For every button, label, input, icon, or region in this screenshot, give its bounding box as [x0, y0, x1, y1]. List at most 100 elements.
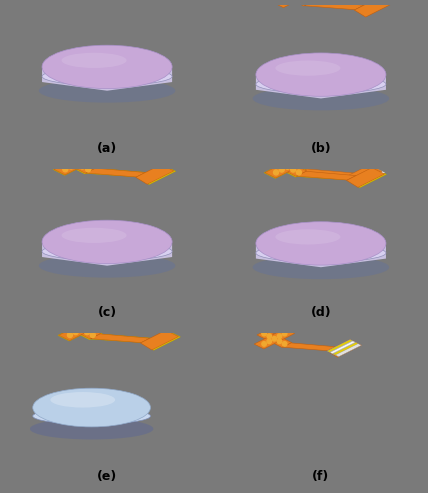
Text: (f): (f) — [312, 470, 330, 484]
Polygon shape — [344, 165, 382, 185]
Polygon shape — [273, 0, 318, 8]
Circle shape — [85, 330, 89, 335]
Text: (b): (b) — [311, 142, 331, 155]
Ellipse shape — [256, 222, 386, 265]
Ellipse shape — [253, 255, 389, 279]
Circle shape — [79, 327, 84, 332]
Circle shape — [296, 158, 301, 164]
Circle shape — [63, 155, 68, 160]
Circle shape — [277, 339, 282, 344]
Polygon shape — [91, 334, 152, 343]
Circle shape — [272, 337, 276, 341]
Circle shape — [68, 158, 74, 163]
Circle shape — [68, 332, 72, 338]
Ellipse shape — [256, 53, 386, 96]
Polygon shape — [54, 152, 99, 175]
Polygon shape — [254, 329, 294, 349]
Ellipse shape — [62, 228, 127, 243]
Circle shape — [80, 164, 85, 169]
Circle shape — [80, 158, 85, 163]
Circle shape — [90, 321, 95, 326]
Polygon shape — [56, 153, 98, 174]
Circle shape — [273, 170, 279, 175]
Circle shape — [291, 167, 296, 172]
Circle shape — [282, 331, 287, 336]
Polygon shape — [57, 154, 96, 174]
Circle shape — [86, 167, 91, 172]
Polygon shape — [257, 330, 292, 348]
Ellipse shape — [42, 68, 172, 85]
Polygon shape — [276, 0, 315, 6]
Polygon shape — [265, 155, 310, 178]
Ellipse shape — [256, 75, 386, 93]
Polygon shape — [140, 330, 178, 350]
Circle shape — [90, 332, 95, 338]
Polygon shape — [86, 169, 148, 177]
Polygon shape — [348, 168, 386, 188]
Polygon shape — [58, 317, 105, 341]
Polygon shape — [297, 171, 356, 180]
Text: (c): (c) — [98, 306, 117, 319]
Circle shape — [267, 339, 271, 344]
Circle shape — [73, 324, 78, 329]
Circle shape — [296, 170, 301, 175]
Polygon shape — [264, 155, 311, 178]
Polygon shape — [42, 69, 172, 91]
Polygon shape — [268, 157, 307, 176]
Polygon shape — [136, 165, 174, 184]
Circle shape — [68, 321, 72, 326]
Ellipse shape — [253, 87, 389, 110]
Ellipse shape — [42, 220, 172, 264]
Polygon shape — [333, 343, 358, 355]
Polygon shape — [330, 341, 355, 353]
Polygon shape — [42, 244, 172, 266]
Text: (d): (d) — [311, 306, 331, 319]
Circle shape — [267, 334, 271, 339]
Ellipse shape — [33, 388, 151, 427]
Polygon shape — [256, 246, 386, 267]
Circle shape — [86, 155, 91, 160]
Polygon shape — [59, 318, 104, 341]
Circle shape — [285, 164, 290, 169]
Polygon shape — [138, 165, 176, 184]
Polygon shape — [297, 169, 354, 177]
Circle shape — [63, 167, 68, 172]
Ellipse shape — [39, 254, 175, 278]
Ellipse shape — [30, 418, 153, 439]
Circle shape — [277, 334, 282, 339]
Text: (e): (e) — [97, 470, 117, 484]
Circle shape — [279, 167, 284, 172]
Ellipse shape — [42, 45, 172, 89]
Ellipse shape — [256, 244, 386, 262]
Circle shape — [273, 158, 279, 164]
Polygon shape — [297, 170, 356, 178]
Circle shape — [262, 331, 266, 336]
Polygon shape — [347, 168, 385, 187]
Polygon shape — [60, 319, 102, 340]
Polygon shape — [304, 1, 364, 10]
Circle shape — [74, 161, 79, 166]
Polygon shape — [256, 77, 386, 99]
Circle shape — [68, 164, 74, 169]
Ellipse shape — [275, 61, 340, 76]
Ellipse shape — [51, 392, 115, 408]
Text: (a): (a) — [97, 142, 117, 155]
Ellipse shape — [275, 229, 340, 245]
Polygon shape — [327, 340, 362, 357]
Circle shape — [291, 161, 296, 166]
Polygon shape — [267, 156, 309, 177]
Polygon shape — [143, 331, 181, 351]
Polygon shape — [297, 172, 359, 180]
Circle shape — [262, 342, 266, 346]
Circle shape — [73, 330, 78, 335]
Polygon shape — [327, 340, 352, 352]
Ellipse shape — [42, 242, 172, 260]
Polygon shape — [62, 319, 101, 339]
Ellipse shape — [33, 408, 151, 424]
Circle shape — [279, 161, 284, 166]
Polygon shape — [53, 152, 100, 176]
Polygon shape — [354, 0, 392, 17]
Ellipse shape — [62, 53, 127, 68]
Circle shape — [282, 342, 287, 346]
Polygon shape — [282, 343, 336, 351]
